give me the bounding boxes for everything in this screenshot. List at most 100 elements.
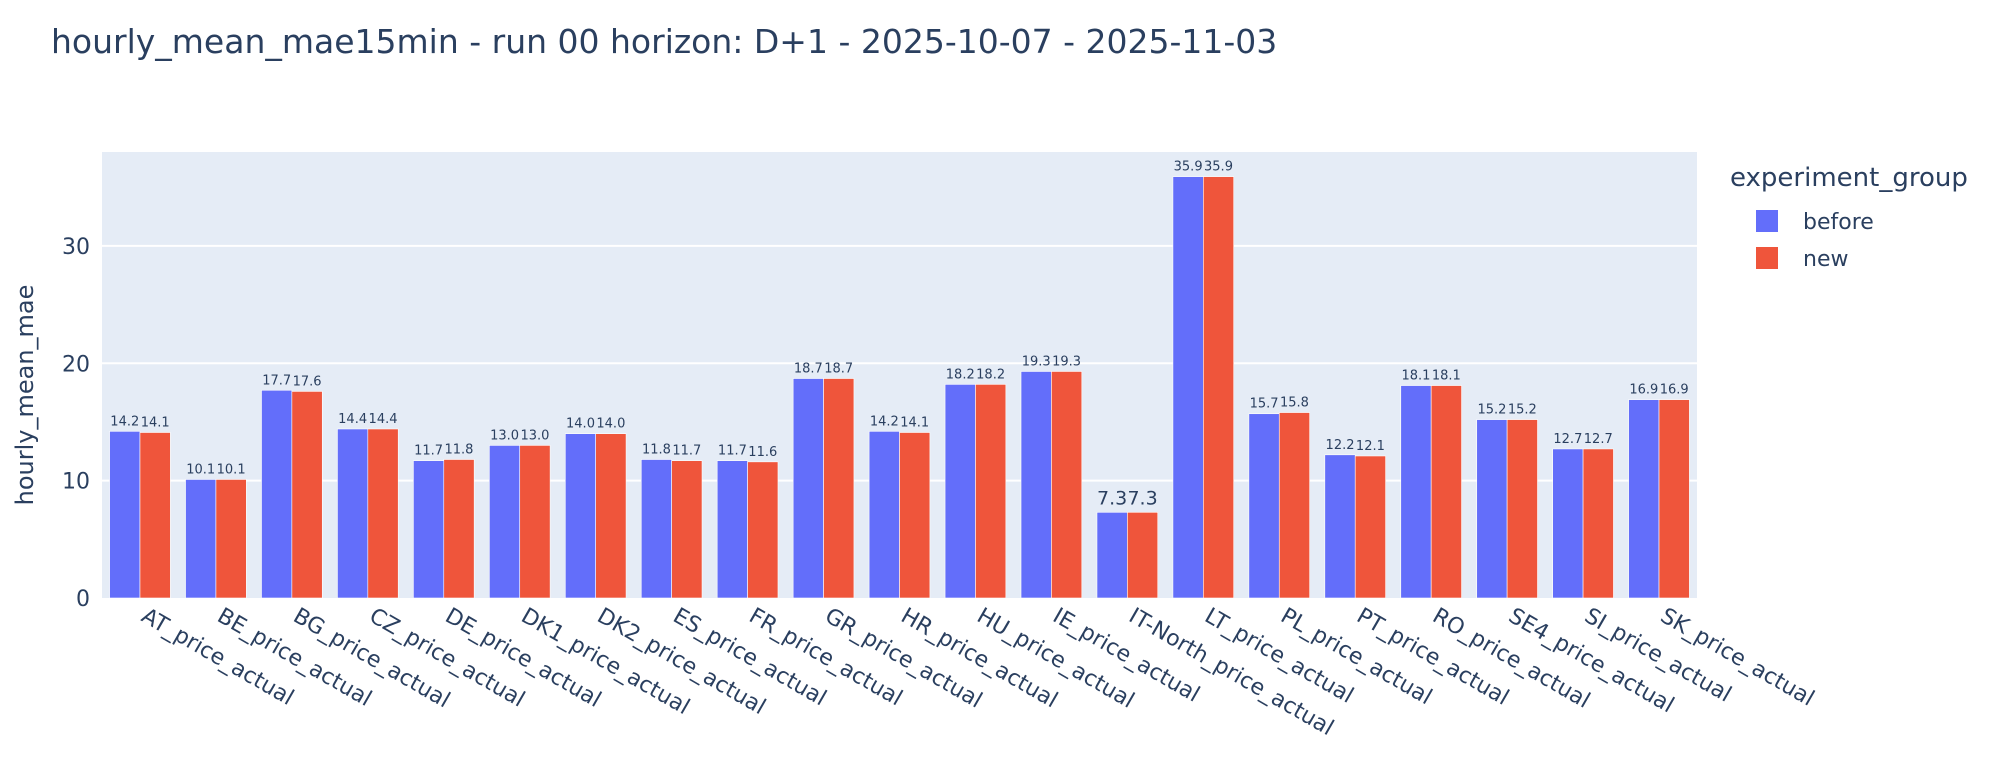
data-label: 18.7 [794, 362, 823, 377]
bar-new [975, 384, 1007, 599]
data-label: 14.2 [110, 414, 139, 429]
y-axis-title: hourly_mean_mae [11, 285, 39, 506]
bar-before [1324, 454, 1356, 599]
bar-new [1582, 448, 1614, 599]
bar-before [413, 460, 445, 599]
bar-before [944, 384, 976, 599]
chart-title: hourly_mean_mae15min - run 00 horizon: D… [51, 22, 1278, 61]
bar-before [1400, 385, 1432, 599]
bar-before [868, 431, 900, 599]
bar-before [185, 479, 217, 599]
bar-new [139, 432, 171, 599]
bar-before [261, 389, 293, 599]
data-label: 13.0 [490, 428, 519, 443]
bar-new [1278, 412, 1310, 599]
bar-new [443, 459, 475, 599]
bar-before [792, 378, 824, 599]
data-label: 14.1 [900, 416, 929, 431]
bars [109, 176, 1690, 599]
data-label: 11.8 [444, 443, 473, 458]
data-label: 14.0 [566, 417, 595, 432]
data-label: 11.7 [672, 444, 701, 459]
data-label: 14.4 [369, 412, 398, 427]
data-label: 15.2 [1477, 403, 1506, 418]
bar-new [1430, 385, 1462, 599]
data-label: 11.8 [642, 443, 671, 458]
bar-before [1096, 512, 1128, 599]
bar-new [1203, 176, 1234, 599]
y-tick-labels: 0 10 20 30 [62, 235, 90, 612]
bar-before [1476, 419, 1508, 599]
bar-before [1020, 371, 1052, 599]
x-tick-labels: AT_price_actualBE_price_actualBG_price_a… [137, 604, 1818, 742]
bar-new [291, 391, 323, 599]
data-label: 15.8 [1280, 396, 1309, 411]
bar-new [899, 432, 931, 599]
bar-new [1127, 512, 1159, 599]
data-label: 7.3 [1127, 487, 1157, 509]
legend: experiment_group before new [1730, 163, 1968, 272]
data-label: 13.0 [520, 428, 549, 443]
bar-before [109, 431, 141, 599]
bar-new [1051, 371, 1083, 599]
y-tick-label: 30 [62, 235, 90, 260]
data-label: 18.1 [1432, 369, 1461, 384]
bar-new [367, 428, 399, 599]
data-label: 17.6 [293, 374, 322, 389]
bar-before [565, 433, 596, 599]
bar-new [1658, 399, 1690, 599]
bar-new [823, 378, 855, 599]
bar-before [1172, 176, 1204, 599]
y-tick-label: 20 [62, 352, 90, 377]
legend-swatch-new [1756, 247, 1778, 269]
data-label: 16.9 [1660, 383, 1689, 398]
data-label: 18.7 [824, 362, 853, 377]
y-tick-label: 10 [62, 470, 90, 495]
legend-title: experiment_group [1730, 163, 1968, 193]
data-label: 15.7 [1250, 397, 1279, 412]
bar-new [215, 479, 247, 599]
data-label: 11.7 [718, 444, 747, 459]
bar-before [640, 459, 672, 599]
data-label: 14.0 [596, 417, 625, 432]
bar-before [716, 460, 748, 599]
data-label: 11.6 [748, 445, 777, 460]
data-label: 19.3 [1022, 354, 1051, 369]
data-label: 14.1 [141, 416, 170, 431]
legend-swatch-before [1756, 210, 1778, 232]
data-label: 7.3 [1097, 487, 1127, 509]
data-labels: 14.210.117.714.411.713.014.011.8 11.718.7… [110, 160, 1688, 510]
data-label: 12.2 [1326, 438, 1355, 453]
data-label: 35.9 [1204, 160, 1233, 175]
bar-before [1248, 413, 1280, 599]
data-label: 12.1 [1356, 439, 1385, 454]
legend-label-before: before [1803, 210, 1874, 235]
data-label: 18.2 [976, 367, 1005, 382]
bar-new [519, 445, 551, 599]
data-label: 12.7 [1553, 432, 1582, 447]
bar-before [337, 428, 369, 599]
data-label: 18.1 [1401, 369, 1430, 384]
bar-new [671, 460, 703, 599]
data-label: 35.9 [1174, 160, 1203, 175]
bar-new [747, 461, 779, 599]
bar-before [1628, 399, 1660, 599]
data-label: 11.7 [414, 444, 443, 459]
data-label: 18.2 [946, 367, 975, 382]
bar-before [489, 445, 521, 599]
data-label: 16.9 [1629, 383, 1658, 398]
bar-new [595, 433, 627, 599]
y-tick-label: 0 [76, 587, 90, 612]
data-label: 19.3 [1052, 354, 1081, 369]
data-label: 15.2 [1508, 403, 1537, 418]
bar-new [1506, 419, 1538, 599]
data-label: 10.1 [186, 462, 215, 477]
data-label: 14.2 [870, 414, 899, 429]
bar-new [1354, 455, 1386, 599]
legend-label-new: new [1803, 247, 1848, 272]
data-label: 12.7 [1584, 432, 1613, 447]
data-label: 17.7 [262, 373, 291, 388]
data-label: 14.4 [338, 412, 367, 427]
data-label: 10.1 [217, 462, 246, 477]
